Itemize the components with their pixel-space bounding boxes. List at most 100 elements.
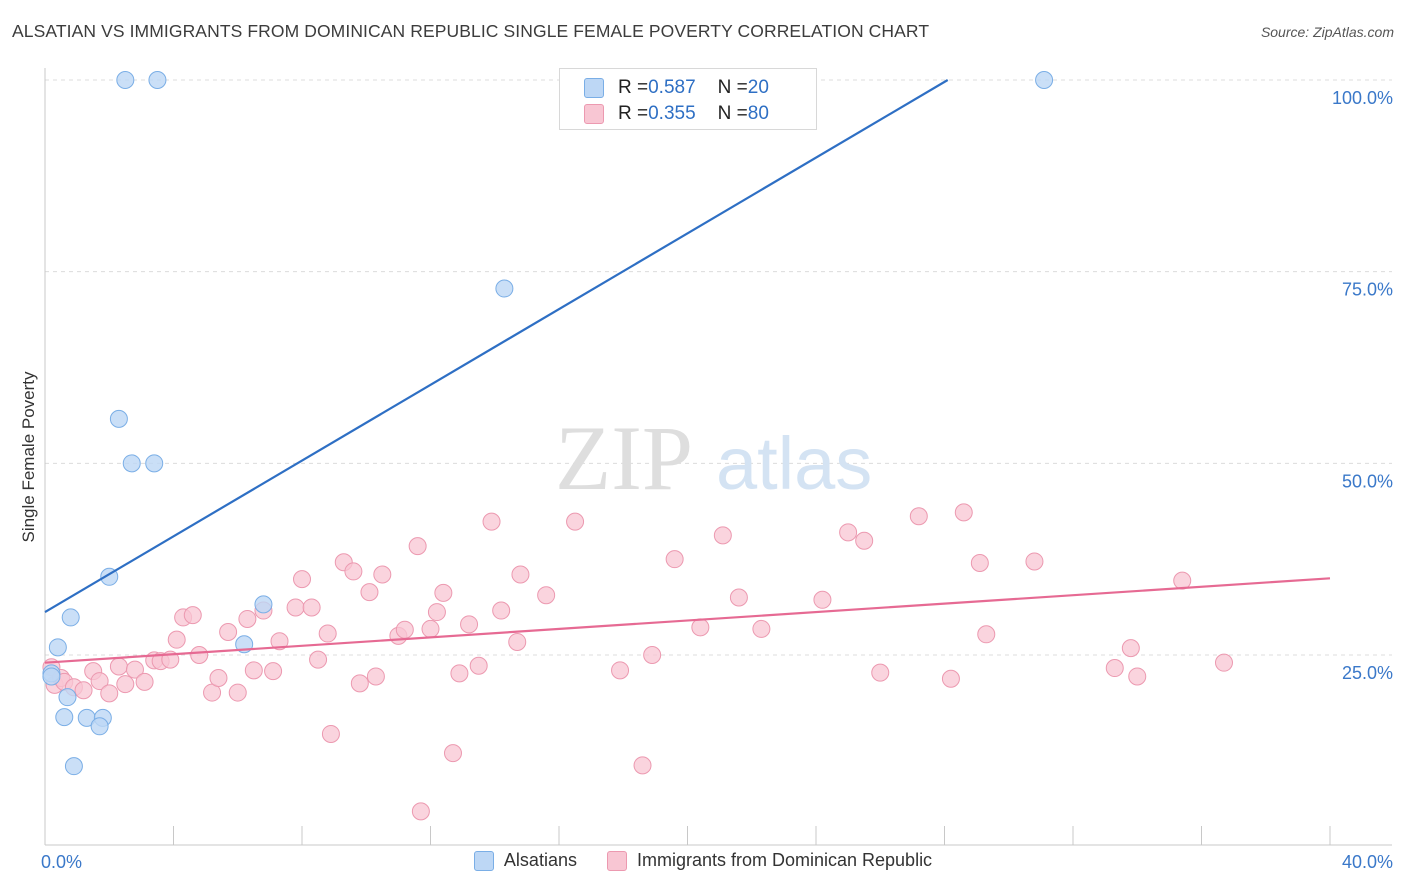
point-immigrants [318, 624, 337, 643]
point-immigrants [1214, 653, 1233, 672]
point-immigrants [408, 537, 427, 556]
stats-r-value: 0.587 [648, 77, 696, 98]
point-immigrants [665, 550, 684, 569]
stats-n-value: 20 [747, 77, 769, 98]
point-immigrants [366, 667, 385, 686]
point-immigrants [855, 531, 874, 550]
y-tick-label: 100.0% [1332, 88, 1393, 108]
legend-swatch-pink [606, 850, 627, 871]
point-alsatians [495, 279, 514, 298]
y-axis-title: Single Female Poverty [19, 371, 38, 543]
stats-n-label: N = [717, 77, 748, 98]
point-immigrants [1128, 667, 1147, 686]
chart-title: ALSATIAN VS IMMIGRANTS FROM DOMINICAN RE… [12, 21, 930, 41]
point-immigrants [482, 512, 501, 531]
point-immigrants [1105, 659, 1124, 678]
point-immigrants [109, 657, 128, 676]
point-immigrants [74, 681, 93, 700]
point-immigrants [450, 664, 469, 683]
x-axis-min-label: 0.0% [41, 852, 83, 872]
point-immigrants [321, 724, 340, 743]
point-immigrants [264, 662, 283, 681]
stats-row-alsatians: R = 0.587 N = 20 [584, 76, 769, 100]
y-tick-label: 75.0% [1342, 280, 1393, 300]
stats-swatch-pink [584, 104, 604, 124]
watermark-zip: ZIP [555, 407, 693, 509]
point-immigrants [839, 523, 858, 542]
trend-line-alsatians [44, 79, 949, 614]
point-alsatians [48, 638, 67, 657]
point-immigrants [302, 598, 321, 617]
point-alsatians [61, 608, 80, 627]
point-immigrants [492, 601, 511, 620]
point-immigrants [970, 554, 989, 572]
point-immigrants [977, 625, 996, 644]
point-immigrants [566, 512, 585, 531]
point-immigrants [421, 619, 440, 638]
point-immigrants [1121, 639, 1140, 658]
point-alsatians [145, 454, 164, 473]
legend-item-alsatians[interactable]: Alsatians [473, 850, 577, 871]
legend-label-alsatians: Alsatians [503, 850, 577, 870]
gridlines [45, 79, 1392, 656]
series-immigrants-points [42, 503, 1233, 821]
stats-n-value: 80 [747, 103, 769, 124]
point-immigrants [729, 588, 748, 607]
point-immigrants [183, 606, 202, 625]
point-immigrants [508, 632, 527, 651]
trend-lines [44, 79, 1331, 664]
point-immigrants [116, 675, 135, 694]
watermark: ZIP atlas [555, 407, 872, 509]
point-immigrants [469, 656, 488, 675]
point-immigrants [460, 615, 479, 634]
stats-row-immigrants: R = 0.355 N = 80 [584, 102, 769, 126]
point-alsatians [90, 717, 109, 736]
stats-r-label: R = [618, 77, 649, 98]
point-immigrants [167, 630, 186, 649]
point-immigrants [244, 661, 263, 680]
point-immigrants [100, 684, 119, 703]
point-immigrants [611, 661, 630, 680]
point-immigrants [286, 598, 305, 617]
point-immigrants [360, 583, 379, 602]
axes [44, 68, 1392, 846]
point-immigrants [511, 565, 530, 584]
point-immigrants [293, 570, 311, 589]
stats-r-label: R = [618, 103, 649, 124]
stats-r-value: 0.355 [648, 103, 696, 124]
point-immigrants [752, 619, 771, 638]
point-immigrants [434, 583, 453, 602]
point-immigrants [1025, 552, 1044, 571]
series-alsatians-points [42, 71, 1054, 776]
point-immigrants [228, 683, 247, 702]
stats-n-label: N = [717, 103, 748, 124]
point-immigrants [270, 632, 289, 651]
point-immigrants [871, 663, 890, 682]
stats-legend: R = 0.587 N = 20 R = 0.355 N = 80 [559, 68, 817, 130]
point-immigrants [209, 669, 228, 687]
point-immigrants [713, 526, 732, 545]
point-immigrants [135, 672, 154, 691]
point-alsatians [254, 595, 273, 614]
point-immigrants [633, 756, 652, 775]
point-immigrants [427, 603, 446, 622]
point-immigrants [813, 590, 832, 609]
point-immigrants [350, 674, 369, 693]
point-immigrants [125, 660, 144, 679]
point-immigrants [309, 650, 328, 669]
watermark-atlas: atlas [716, 422, 872, 505]
point-immigrants [411, 802, 430, 821]
x-axis-max-label: 40.0% [1341, 852, 1393, 872]
point-immigrants [344, 562, 363, 581]
point-immigrants [643, 646, 662, 664]
point-immigrants [395, 620, 414, 639]
point-immigrants [90, 672, 109, 691]
point-immigrants [941, 669, 960, 688]
point-alsatians [109, 409, 128, 428]
point-alsatians [55, 708, 74, 727]
legend-item-immigrants[interactable]: Immigrants from Dominican Republic [606, 850, 933, 871]
point-immigrants [238, 609, 257, 628]
point-immigrants [219, 623, 238, 641]
legend-label-immigrants: Immigrants from Dominican Republic [636, 850, 933, 870]
